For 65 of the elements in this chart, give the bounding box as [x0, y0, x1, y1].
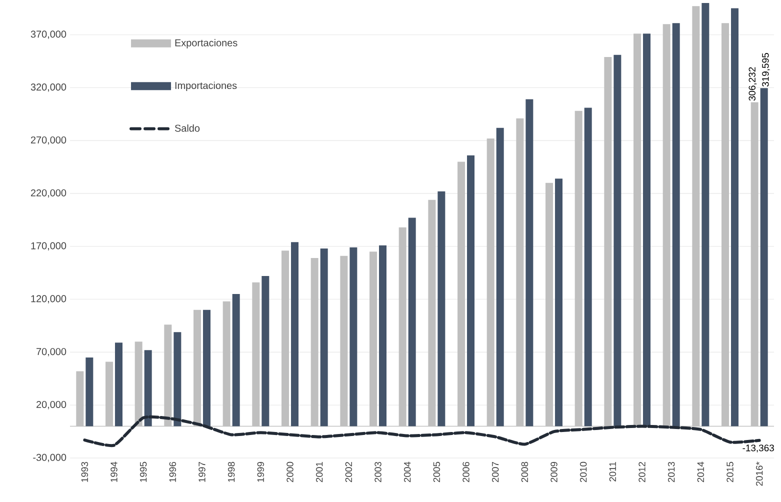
- y-tick-label: 320,000: [30, 84, 66, 92]
- y-tick-label: 20,000: [36, 400, 66, 410]
- x-tick-label: 2014: [697, 462, 704, 482]
- bar: [144, 350, 152, 426]
- bar: [496, 128, 504, 426]
- bar: [203, 310, 211, 426]
- x-tick-label: 2008: [521, 462, 528, 482]
- y-tick-label: 270,000: [30, 136, 66, 145]
- bar: [379, 245, 387, 426]
- bar: [174, 332, 182, 426]
- bar: [467, 155, 475, 426]
- bar: [643, 34, 651, 426]
- bar: [86, 357, 94, 426]
- x-tick-label: 1997: [198, 462, 206, 482]
- data-label: 306,232: [748, 67, 757, 101]
- y-tick-label: -30,000: [33, 454, 66, 462]
- bar: [672, 23, 680, 426]
- bar: [662, 24, 670, 426]
- y-tick-label: 220,000: [30, 189, 66, 198]
- legend-label: Saldo: [174, 124, 200, 132]
- x-tick-label: 2007: [492, 462, 499, 482]
- x-tick-label: 2013: [668, 462, 675, 482]
- x-tick-label: 2000: [286, 462, 294, 482]
- x-tick-label: 2002: [345, 462, 352, 482]
- bar: [555, 178, 563, 426]
- bar: [584, 108, 592, 426]
- data-label: -13,363: [742, 444, 774, 452]
- x-tick-label: 1993: [81, 462, 88, 482]
- x-tick-label: 2010: [580, 462, 587, 482]
- bar: [438, 191, 446, 426]
- y-tick-label: 370,000: [30, 30, 66, 39]
- x-tick-label: 2004: [404, 462, 411, 482]
- y-tick-label: 170,000: [31, 242, 66, 250]
- bar: [731, 8, 739, 426]
- x-tick-label: 2005: [433, 462, 440, 482]
- legend-label: Exportaciones: [175, 39, 238, 48]
- x-tick-label: 2001: [316, 462, 323, 482]
- bar: [614, 54, 622, 426]
- bar: [320, 248, 328, 426]
- y-tick-label: 120,000: [31, 295, 66, 304]
- y-tick-label: 70,000: [36, 348, 66, 356]
- x-tick-label: 2016*: [756, 462, 763, 486]
- legend-label: Importaciones: [175, 82, 237, 92]
- bar: [232, 294, 240, 426]
- x-tick-label: 2012: [638, 462, 646, 482]
- bar: [408, 218, 416, 426]
- x-tick-label: 1999: [257, 462, 264, 482]
- x-tick-label: 2009: [550, 462, 558, 482]
- bar: [526, 99, 534, 426]
- bar: [291, 242, 299, 426]
- x-tick-label: 1994: [110, 462, 118, 482]
- bar: [262, 276, 270, 426]
- bar: [760, 88, 768, 426]
- bar: [350, 247, 358, 426]
- x-tick-label: 1995: [140, 462, 147, 482]
- x-tick-label: 2006: [462, 462, 470, 482]
- x-tick-label: 2011: [609, 462, 616, 482]
- x-tick-label: 2015: [726, 462, 734, 482]
- data-label: 319,595: [762, 53, 770, 87]
- x-tick-label: 2003: [374, 462, 382, 482]
- bar: [115, 342, 122, 426]
- x-tick-label: 1998: [228, 462, 235, 482]
- bar: [634, 34, 642, 426]
- x-tick-label: 1996: [169, 462, 176, 482]
- bar: [702, 2, 710, 426]
